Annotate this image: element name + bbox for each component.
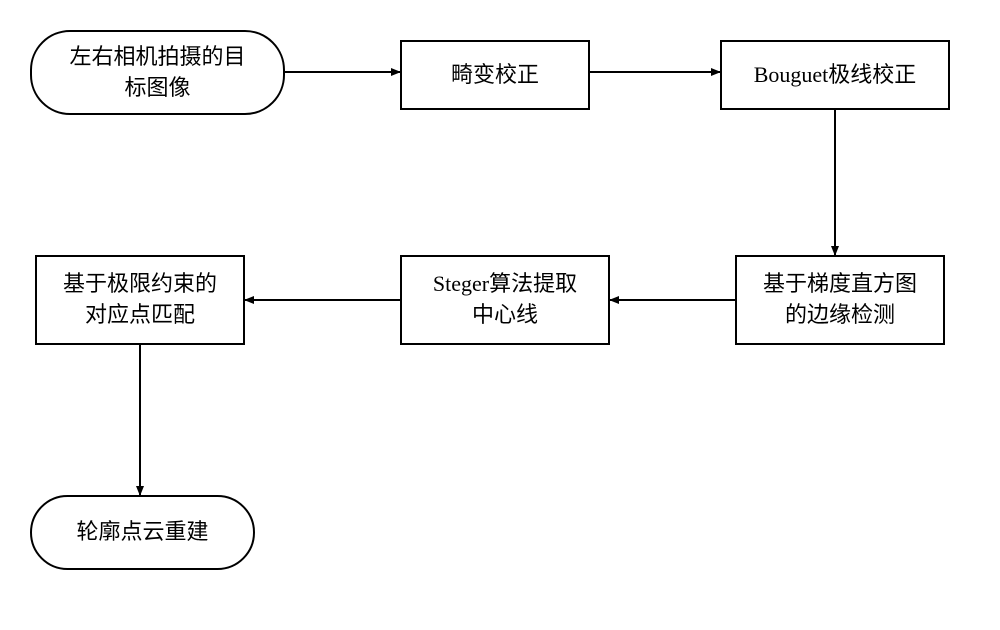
node-distortion-correction: 畸变校正 bbox=[400, 40, 590, 110]
node-start: 左右相机拍摄的目标图像 bbox=[30, 30, 285, 115]
node-epipolar-matching: 基于极限约束的对应点匹配 bbox=[35, 255, 245, 345]
node-steger-centerline: Steger算法提取中心线 bbox=[400, 255, 610, 345]
node-label: 左右相机拍摄的目标图像 bbox=[69, 42, 245, 104]
node-label: 畸变校正 bbox=[451, 60, 539, 91]
node-label: 基于极限约束的对应点匹配 bbox=[63, 269, 217, 331]
node-label: 轮廓点云重建 bbox=[76, 517, 208, 548]
node-label: Steger算法提取中心线 bbox=[433, 269, 577, 331]
node-label: 基于梯度直方图的边缘检测 bbox=[763, 269, 917, 331]
node-gradient-histogram-edge: 基于梯度直方图的边缘检测 bbox=[735, 255, 945, 345]
node-end: 轮廓点云重建 bbox=[30, 495, 255, 570]
node-label: Bouguet极线校正 bbox=[754, 60, 917, 91]
node-bouguet-rectification: Bouguet极线校正 bbox=[720, 40, 950, 110]
